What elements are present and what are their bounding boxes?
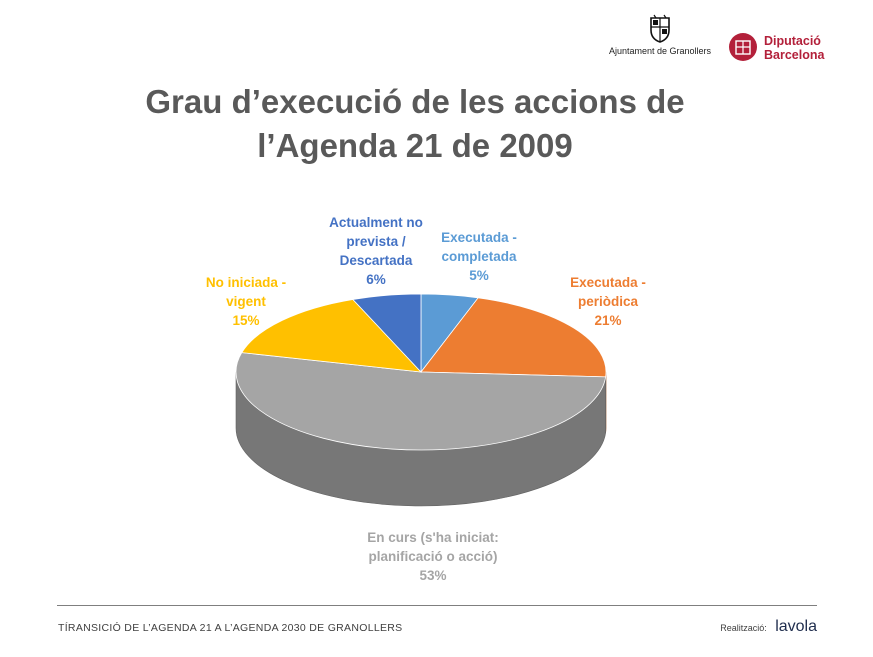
granollers-logo-caption: Ajuntament de Granollers [608, 46, 712, 56]
pie-label-3-value: 15% [232, 313, 260, 328]
diputacio-barcelona-logo: Diputació Barcelona [728, 30, 838, 66]
footer-divider [57, 605, 817, 606]
footer-credits: Realització: lavola [720, 618, 817, 636]
pie-label-0-line: completada [441, 249, 517, 264]
pie-label-1: Executada - periòdica 21% [548, 273, 668, 330]
pie-slice-3 [241, 299, 423, 373]
ajuntament-granollers-logo: Ajuntament de Granollers [604, 14, 716, 66]
lavola-logo: lavola [775, 618, 817, 635]
pie-label-0-value: 5% [469, 268, 489, 283]
pie-label-4-line: prevista / [346, 234, 406, 249]
chart-title-line1: Grau d’execució de les accions de [145, 83, 685, 120]
pie-label-3-line: vigent [226, 294, 266, 309]
pie-label-0-line: Executada - [441, 230, 517, 245]
pie-label-3-line: No iniciada - [205, 275, 287, 290]
pie-label-4: Actualment no prevista / Descartada 6% [315, 213, 437, 289]
diputacio-emblem-icon [729, 33, 757, 61]
pie-label-4-line: Descartada [339, 253, 413, 268]
pie-label-3: No iniciada - vigent 15% [190, 273, 302, 330]
pie-label-2-line: planificació o acció) [368, 549, 498, 564]
diputacio-logo-line1: Diputació [764, 34, 821, 48]
realitzacio-label: Realització: [720, 623, 767, 633]
pie-label-4-line: Actualment no [329, 215, 423, 230]
pie-label-4-value: 6% [366, 272, 386, 287]
granollers-shield-icon [650, 14, 670, 43]
pie-label-2-line: En curs (s'ha iniciat: [367, 530, 499, 545]
diputacio-logo-line2: Barcelona [764, 48, 825, 62]
pie-slice-1 [420, 297, 607, 378]
footer-document-title: TÍRANSICIÓ DE L’AGENDA 21 A L’AGENDA 203… [58, 622, 403, 634]
pie-label-2: En curs (s'ha iniciat: planificació o acc… [348, 528, 518, 585]
chart-title: Grau d’execució de les accions de l’Agen… [120, 80, 710, 168]
pie-label-0: Executada - completada 5% [424, 228, 534, 285]
pie-label-1-line: periòdica [577, 294, 639, 309]
pie-label-1-line: Executada - [570, 275, 646, 290]
pie-label-1-value: 21% [594, 313, 622, 328]
pie-slice-2 [235, 352, 607, 451]
pie-label-2-value: 53% [419, 568, 447, 583]
chart-title-line2: l’Agenda 21 de 2009 [257, 127, 573, 164]
pie-slice-4 [352, 293, 422, 374]
